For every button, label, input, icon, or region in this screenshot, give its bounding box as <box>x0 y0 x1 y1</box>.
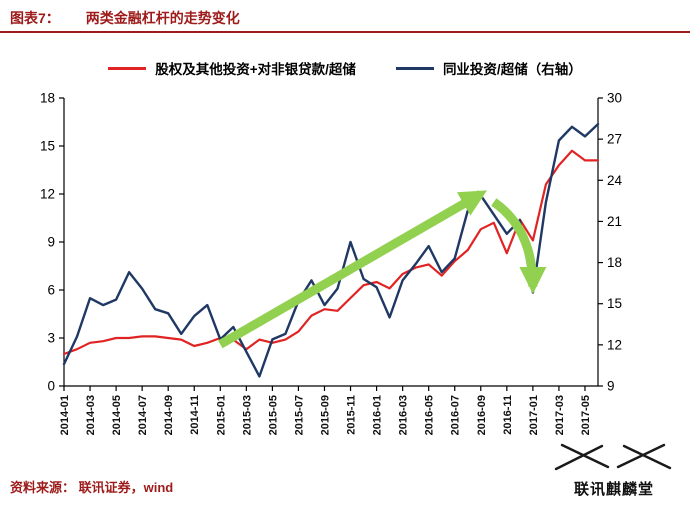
x-axis-tick-label: 2015-07 <box>293 395 305 435</box>
legend-label: 股权及其他投资+对非银贷款/超储 <box>155 62 356 77</box>
x-axis-tick-label: 2016-01 <box>372 395 384 435</box>
x-axis-tick-label: 2014-03 <box>85 395 97 435</box>
legend-item-1: 同业投资/超储（右轴） <box>395 58 582 78</box>
line-chart: 0 3 6 9 12 15 18 9 12 15 18 21 24 27 30 2014-01 2014-03 2… <box>0 86 690 464</box>
brand-logo: 联讯麒麟堂 <box>548 441 680 499</box>
x-axis-tick-label: 2017-03 <box>554 395 566 435</box>
legend-line-swatch <box>108 66 147 70</box>
x-axis-tick-label: 2014-01 <box>59 395 71 435</box>
x-axis-tick-label: 2015-01 <box>215 395 227 435</box>
x-axis-tick-label: 2016-11 <box>502 395 514 435</box>
x-axis-tick-label: 2016-03 <box>398 395 410 435</box>
legend-label: 同业投资/超储（右轴） <box>442 62 582 77</box>
navy-series-line <box>62 122 600 378</box>
trend-arrow-down <box>491 198 547 294</box>
legend-item-0: 股权及其他投资+对非银贷款/超储 <box>108 58 356 78</box>
right-axis-tick-label: 30 <box>607 91 622 106</box>
left-axis-tick-label: 6 <box>47 283 55 298</box>
x-axis-tick-label: 2014-05 <box>111 395 123 435</box>
chart-canvas: 0 3 6 9 12 15 18 9 12 15 18 21 24 27 30 2014-01 2014-03 2… <box>40 91 623 436</box>
left-axis-tick-label: 18 <box>40 91 55 106</box>
right-axis-tick-label: 9 <box>607 379 615 394</box>
figure-tag: 图表7： <box>10 10 60 26</box>
source-note: 资料来源： 联讯证券，wind <box>10 480 174 495</box>
x-axis-tick-label: 2014-11 <box>189 395 201 435</box>
x-axis-tick-label: 2014-09 <box>163 395 175 435</box>
figure-title: 两类金融杠杆的走势变化 <box>85 10 240 26</box>
x-axis-tick-label: 2014-07 <box>137 395 149 435</box>
legend-line-swatch <box>395 66 434 70</box>
right-axis-tick-label: 12 <box>607 337 622 352</box>
left-axis-tick-label: 3 <box>47 331 55 346</box>
left-axis-tick-label: 0 <box>47 379 55 394</box>
red-series-line <box>62 149 600 356</box>
figure-header: 图表7： 两类金融杠杆的走势变化 <box>10 8 240 28</box>
left-axis-tick-label: 9 <box>47 235 55 250</box>
x-axis-tick-label: 2015-09 <box>319 395 331 435</box>
x-axis-tick-label: 2016-07 <box>450 395 462 435</box>
right-axis-tick-label: 24 <box>607 173 623 188</box>
x-axis-tick-label: 2017-05 <box>580 395 592 435</box>
x-axis-tick-label: 2016-09 <box>476 395 488 435</box>
right-axis-tick-label: 21 <box>607 214 622 229</box>
logo-text: 联讯麒麟堂 <box>573 481 654 498</box>
left-axis-tick-label: 15 <box>40 139 55 154</box>
x-axis-tick-label: 2015-11 <box>346 395 358 435</box>
logo-strokes-icon <box>554 443 672 471</box>
header-rule <box>0 31 690 33</box>
left-axis-tick-label: 12 <box>40 187 55 202</box>
right-axis-tick-label: 15 <box>607 296 622 311</box>
x-axis-tick-label: 2015-03 <box>241 395 253 435</box>
chart-legend: 股权及其他投资+对非银贷款/超储 同业投资/超储（右轴） <box>0 58 690 78</box>
axis-frame <box>63 98 599 387</box>
x-axis-tick-label: 2017-01 <box>528 395 540 435</box>
x-axis-tick-label: 2015-05 <box>267 395 279 435</box>
right-axis-tick-label: 18 <box>607 255 622 270</box>
trend-arrow-up <box>218 190 488 349</box>
x-axis-tick-label: 2016-05 <box>424 395 436 435</box>
right-axis-tick-label: 27 <box>607 132 622 147</box>
